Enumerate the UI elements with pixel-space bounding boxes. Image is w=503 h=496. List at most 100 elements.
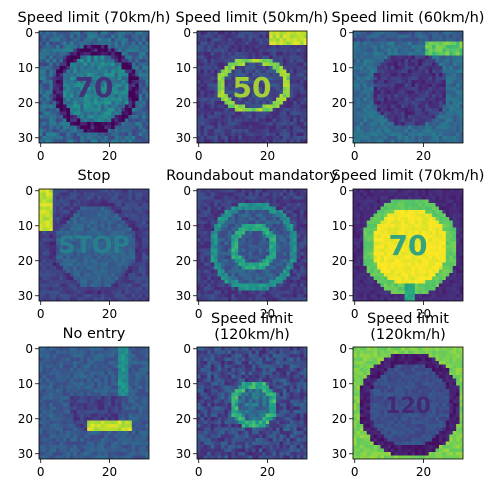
image-pixel <box>255 231 260 236</box>
image-pixel <box>80 90 85 95</box>
image-pixel <box>293 238 298 243</box>
image-pixel <box>118 90 123 95</box>
image-pixel <box>128 266 133 271</box>
image-pixel <box>83 31 88 36</box>
image-pixel <box>221 273 226 278</box>
image-pixel <box>408 31 413 36</box>
image-pixel <box>94 45 99 50</box>
image-pixel <box>217 238 222 243</box>
image-pixel <box>107 62 112 67</box>
image-pixel <box>73 262 78 267</box>
image-pixel <box>411 41 416 46</box>
image-pixel <box>69 108 74 113</box>
image-pixel <box>83 118 88 123</box>
image-pixel <box>203 132 208 137</box>
image-pixel <box>73 66 78 71</box>
image-pixel <box>428 122 433 127</box>
image-pixel <box>128 87 133 92</box>
image-pixel <box>435 108 440 113</box>
image-pixel <box>279 87 284 92</box>
image-pixel <box>300 266 305 271</box>
image-pixel <box>282 66 287 71</box>
image-pixel <box>255 199 260 204</box>
image-pixel <box>138 115 143 120</box>
image-pixel <box>252 69 257 74</box>
image-pixel <box>63 132 68 137</box>
image-pixel <box>124 139 129 143</box>
image-pixel <box>366 48 371 53</box>
image-pixel <box>39 262 44 267</box>
image-pixel <box>49 87 54 92</box>
image-pixel <box>42 255 47 260</box>
image-pixel <box>69 213 74 218</box>
image-pixel <box>435 132 440 137</box>
image-pixel <box>282 62 287 67</box>
image-pixel <box>272 248 277 253</box>
image-pixel <box>248 255 253 260</box>
image-pixel <box>363 31 368 36</box>
image-pixel <box>258 73 263 78</box>
image-pixel <box>303 252 307 257</box>
image-pixel <box>234 76 239 81</box>
image-pixel <box>73 38 78 43</box>
image-pixel <box>353 52 358 57</box>
image-pixel <box>138 90 143 95</box>
image-pixel <box>100 227 105 232</box>
image-pixel <box>145 90 149 95</box>
image-pixel <box>217 48 222 53</box>
image-pixel <box>303 52 307 57</box>
image-pixel <box>100 136 105 141</box>
image-pixel <box>45 280 50 285</box>
image-pixel <box>66 206 71 211</box>
image-pixel <box>80 129 85 134</box>
image-pixel <box>245 234 250 239</box>
image-pixel <box>39 132 44 137</box>
image-pixel <box>200 196 205 201</box>
image-pixel <box>131 290 136 295</box>
image-pixel <box>197 238 202 243</box>
image-pixel <box>69 217 74 222</box>
image-pixel <box>69 196 74 201</box>
image-pixel <box>234 62 239 67</box>
image-pixel <box>69 255 74 260</box>
image-pixel <box>142 38 147 43</box>
image-pixel <box>145 266 149 271</box>
image-pixel <box>100 48 105 53</box>
image-pixel <box>76 108 81 113</box>
image-pixel <box>224 48 229 53</box>
image-pixel <box>414 101 419 106</box>
image-pixel <box>200 45 205 50</box>
image-pixel <box>425 76 430 81</box>
image-pixel <box>456 115 461 120</box>
image-pixel <box>56 80 61 85</box>
image-pixel <box>138 104 143 109</box>
image-pixel <box>303 115 307 120</box>
image-pixel <box>248 273 253 278</box>
image-pixel <box>97 269 102 274</box>
image-pixel <box>241 76 246 81</box>
image-pixel <box>197 206 202 211</box>
image-pixel <box>289 210 294 215</box>
image-pixel <box>397 52 402 57</box>
image-pixel <box>238 76 243 81</box>
image-pixel <box>303 48 307 53</box>
image-pixel <box>221 104 226 109</box>
image-pixel <box>145 122 149 127</box>
image-pixel <box>63 294 68 299</box>
image-pixel <box>56 262 61 267</box>
image-pixel <box>286 83 291 88</box>
image-pixel <box>408 122 413 127</box>
image-pixel <box>241 252 246 257</box>
image-pixel <box>418 52 423 57</box>
image-pixel <box>411 45 416 50</box>
image-pixel <box>142 52 147 57</box>
image-pixel <box>383 62 388 67</box>
image-pixel <box>428 125 433 130</box>
image-pixel <box>377 122 382 127</box>
image-pixel <box>245 276 250 281</box>
image-pixel <box>241 241 246 246</box>
image-pixel <box>121 69 126 74</box>
image-pixel <box>300 87 305 92</box>
image-pixel <box>245 97 250 102</box>
image-pixel <box>449 55 454 60</box>
